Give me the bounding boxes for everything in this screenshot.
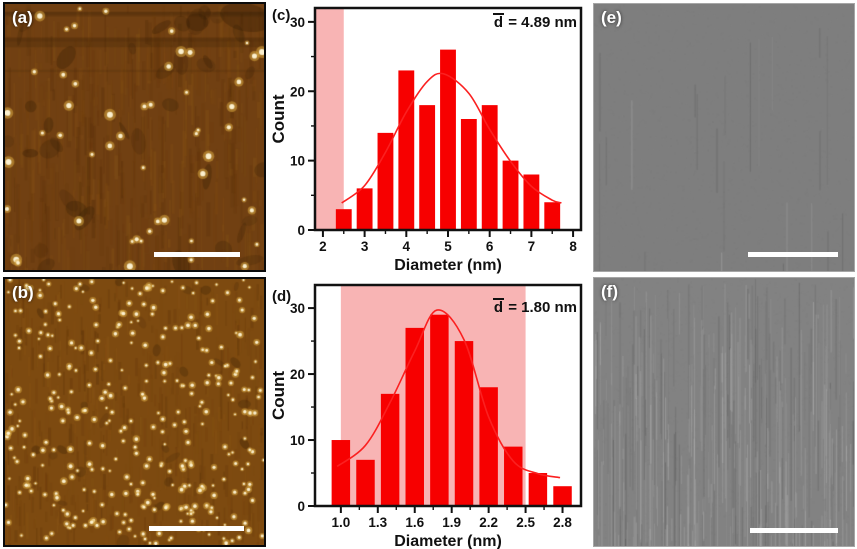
panel-b-label: (b) bbox=[12, 283, 34, 302]
bar bbox=[544, 202, 561, 230]
bar bbox=[331, 440, 351, 506]
panel-c: 2 3 4 5 6 7 8 0 10 20 30 Diameter (nm) Count (c) d =… bbox=[270, 0, 590, 275]
x-tick-label: 1.6 bbox=[405, 515, 424, 530]
bar bbox=[481, 105, 498, 230]
mean-diameter-d: d = 1.80 nm bbox=[492, 298, 577, 316]
x-tick-label: 5 bbox=[444, 239, 452, 254]
x-tick-label: 2 bbox=[319, 239, 327, 254]
x-tick-label: 6 bbox=[486, 239, 494, 254]
x-tick-label: 2.8 bbox=[553, 515, 572, 530]
panel-e-label: (e) bbox=[601, 8, 622, 27]
afm-image-b bbox=[5, 279, 264, 545]
x-ticks bbox=[321, 231, 575, 237]
panel-a-label: (a) bbox=[12, 8, 33, 27]
x-tick-label: 7 bbox=[528, 239, 536, 254]
panel-f-scale-bar bbox=[750, 528, 838, 533]
bar bbox=[380, 393, 400, 506]
x-tick-label: 1.9 bbox=[442, 515, 461, 530]
panel-c-label: (c) bbox=[272, 7, 291, 24]
histogram-bars bbox=[335, 49, 561, 230]
mean-value-d: = 1.80 nm bbox=[504, 299, 577, 316]
bar bbox=[454, 341, 474, 506]
x-axis-label: Diameter (nm) bbox=[394, 533, 502, 549]
y-tick-label: 30 bbox=[290, 15, 305, 30]
dbar-symbol-d: d bbox=[492, 298, 505, 316]
histogram-c: 2 3 4 5 6 7 8 0 10 20 30 Diameter (nm) Count bbox=[270, 6, 583, 274]
x-tick-label: 4 bbox=[403, 239, 411, 254]
y-ticks bbox=[308, 307, 314, 507]
bar bbox=[502, 160, 519, 230]
afm-image-a bbox=[5, 4, 264, 270]
sem-image-f bbox=[594, 278, 854, 546]
x-axis-label: Diameter (nm) bbox=[394, 257, 502, 274]
y-tick-label: 10 bbox=[290, 154, 305, 169]
y-tick-label: 0 bbox=[297, 223, 305, 238]
panel-f: (f) bbox=[593, 277, 855, 547]
panel-e: (e) bbox=[593, 3, 855, 272]
bar bbox=[377, 132, 394, 230]
plot-frame bbox=[313, 6, 583, 232]
x-tick-label: 1.3 bbox=[368, 515, 387, 530]
bar bbox=[335, 209, 352, 230]
panel-d: 1.0 1.3 1.6 1.9 2.2 2.5 2.8 0 10 20 30 Diameter (nm… bbox=[270, 276, 590, 549]
histogram-d: 1.0 1.3 1.6 1.9 2.2 2.5 2.8 0 10 20 30 Diameter (nm… bbox=[270, 283, 583, 549]
bar bbox=[430, 314, 449, 506]
bar bbox=[405, 327, 424, 506]
y-tick-label: 0 bbox=[297, 499, 305, 514]
histogram-bars bbox=[331, 314, 572, 506]
panel-b: (b) bbox=[3, 277, 266, 547]
x-tick-label: 2.2 bbox=[479, 515, 498, 530]
gaussian-fit-curve bbox=[336, 309, 561, 479]
bar bbox=[460, 119, 477, 230]
x-tick-label: 3 bbox=[361, 239, 369, 254]
dbar-symbol-c: d bbox=[492, 13, 505, 31]
plot-frame bbox=[313, 283, 583, 508]
y-axis-label: Count bbox=[270, 371, 288, 420]
x-tick-label: 8 bbox=[569, 239, 577, 254]
x-tick-label: 2.5 bbox=[516, 515, 535, 530]
bar bbox=[356, 188, 373, 230]
bar bbox=[419, 105, 436, 230]
panel-d-label: (d) bbox=[272, 288, 292, 305]
y-axis-label: Count bbox=[270, 94, 288, 143]
y-ticks bbox=[308, 20, 314, 231]
mean-diameter-c: d = 4.89 nm bbox=[492, 13, 577, 31]
bar bbox=[523, 174, 540, 230]
bar bbox=[479, 387, 498, 506]
mean-value-c: = 4.89 nm bbox=[504, 14, 577, 31]
sem-image-e bbox=[594, 4, 854, 271]
bar bbox=[504, 446, 523, 506]
bar bbox=[440, 49, 456, 230]
bar bbox=[356, 459, 375, 506]
x-tick-label: 1.0 bbox=[331, 515, 350, 530]
y-tick-label: 20 bbox=[290, 84, 305, 99]
y-tick-label: 10 bbox=[290, 433, 305, 448]
panel-e-scale-bar bbox=[748, 252, 838, 257]
gaussian-fit-curve bbox=[341, 72, 562, 204]
x-ticks bbox=[339, 507, 564, 513]
y-tick-label: 20 bbox=[290, 367, 305, 382]
y-tick-label: 30 bbox=[290, 301, 305, 316]
bar bbox=[528, 473, 548, 506]
bar bbox=[553, 486, 572, 506]
panel-f-label: (f) bbox=[601, 282, 618, 301]
shaded-region bbox=[315, 8, 344, 230]
bar bbox=[398, 70, 415, 230]
panel-a: (a) bbox=[3, 2, 266, 272]
panel-b-scale-bar bbox=[149, 526, 244, 531]
panel-a-scale-bar bbox=[154, 252, 240, 257]
